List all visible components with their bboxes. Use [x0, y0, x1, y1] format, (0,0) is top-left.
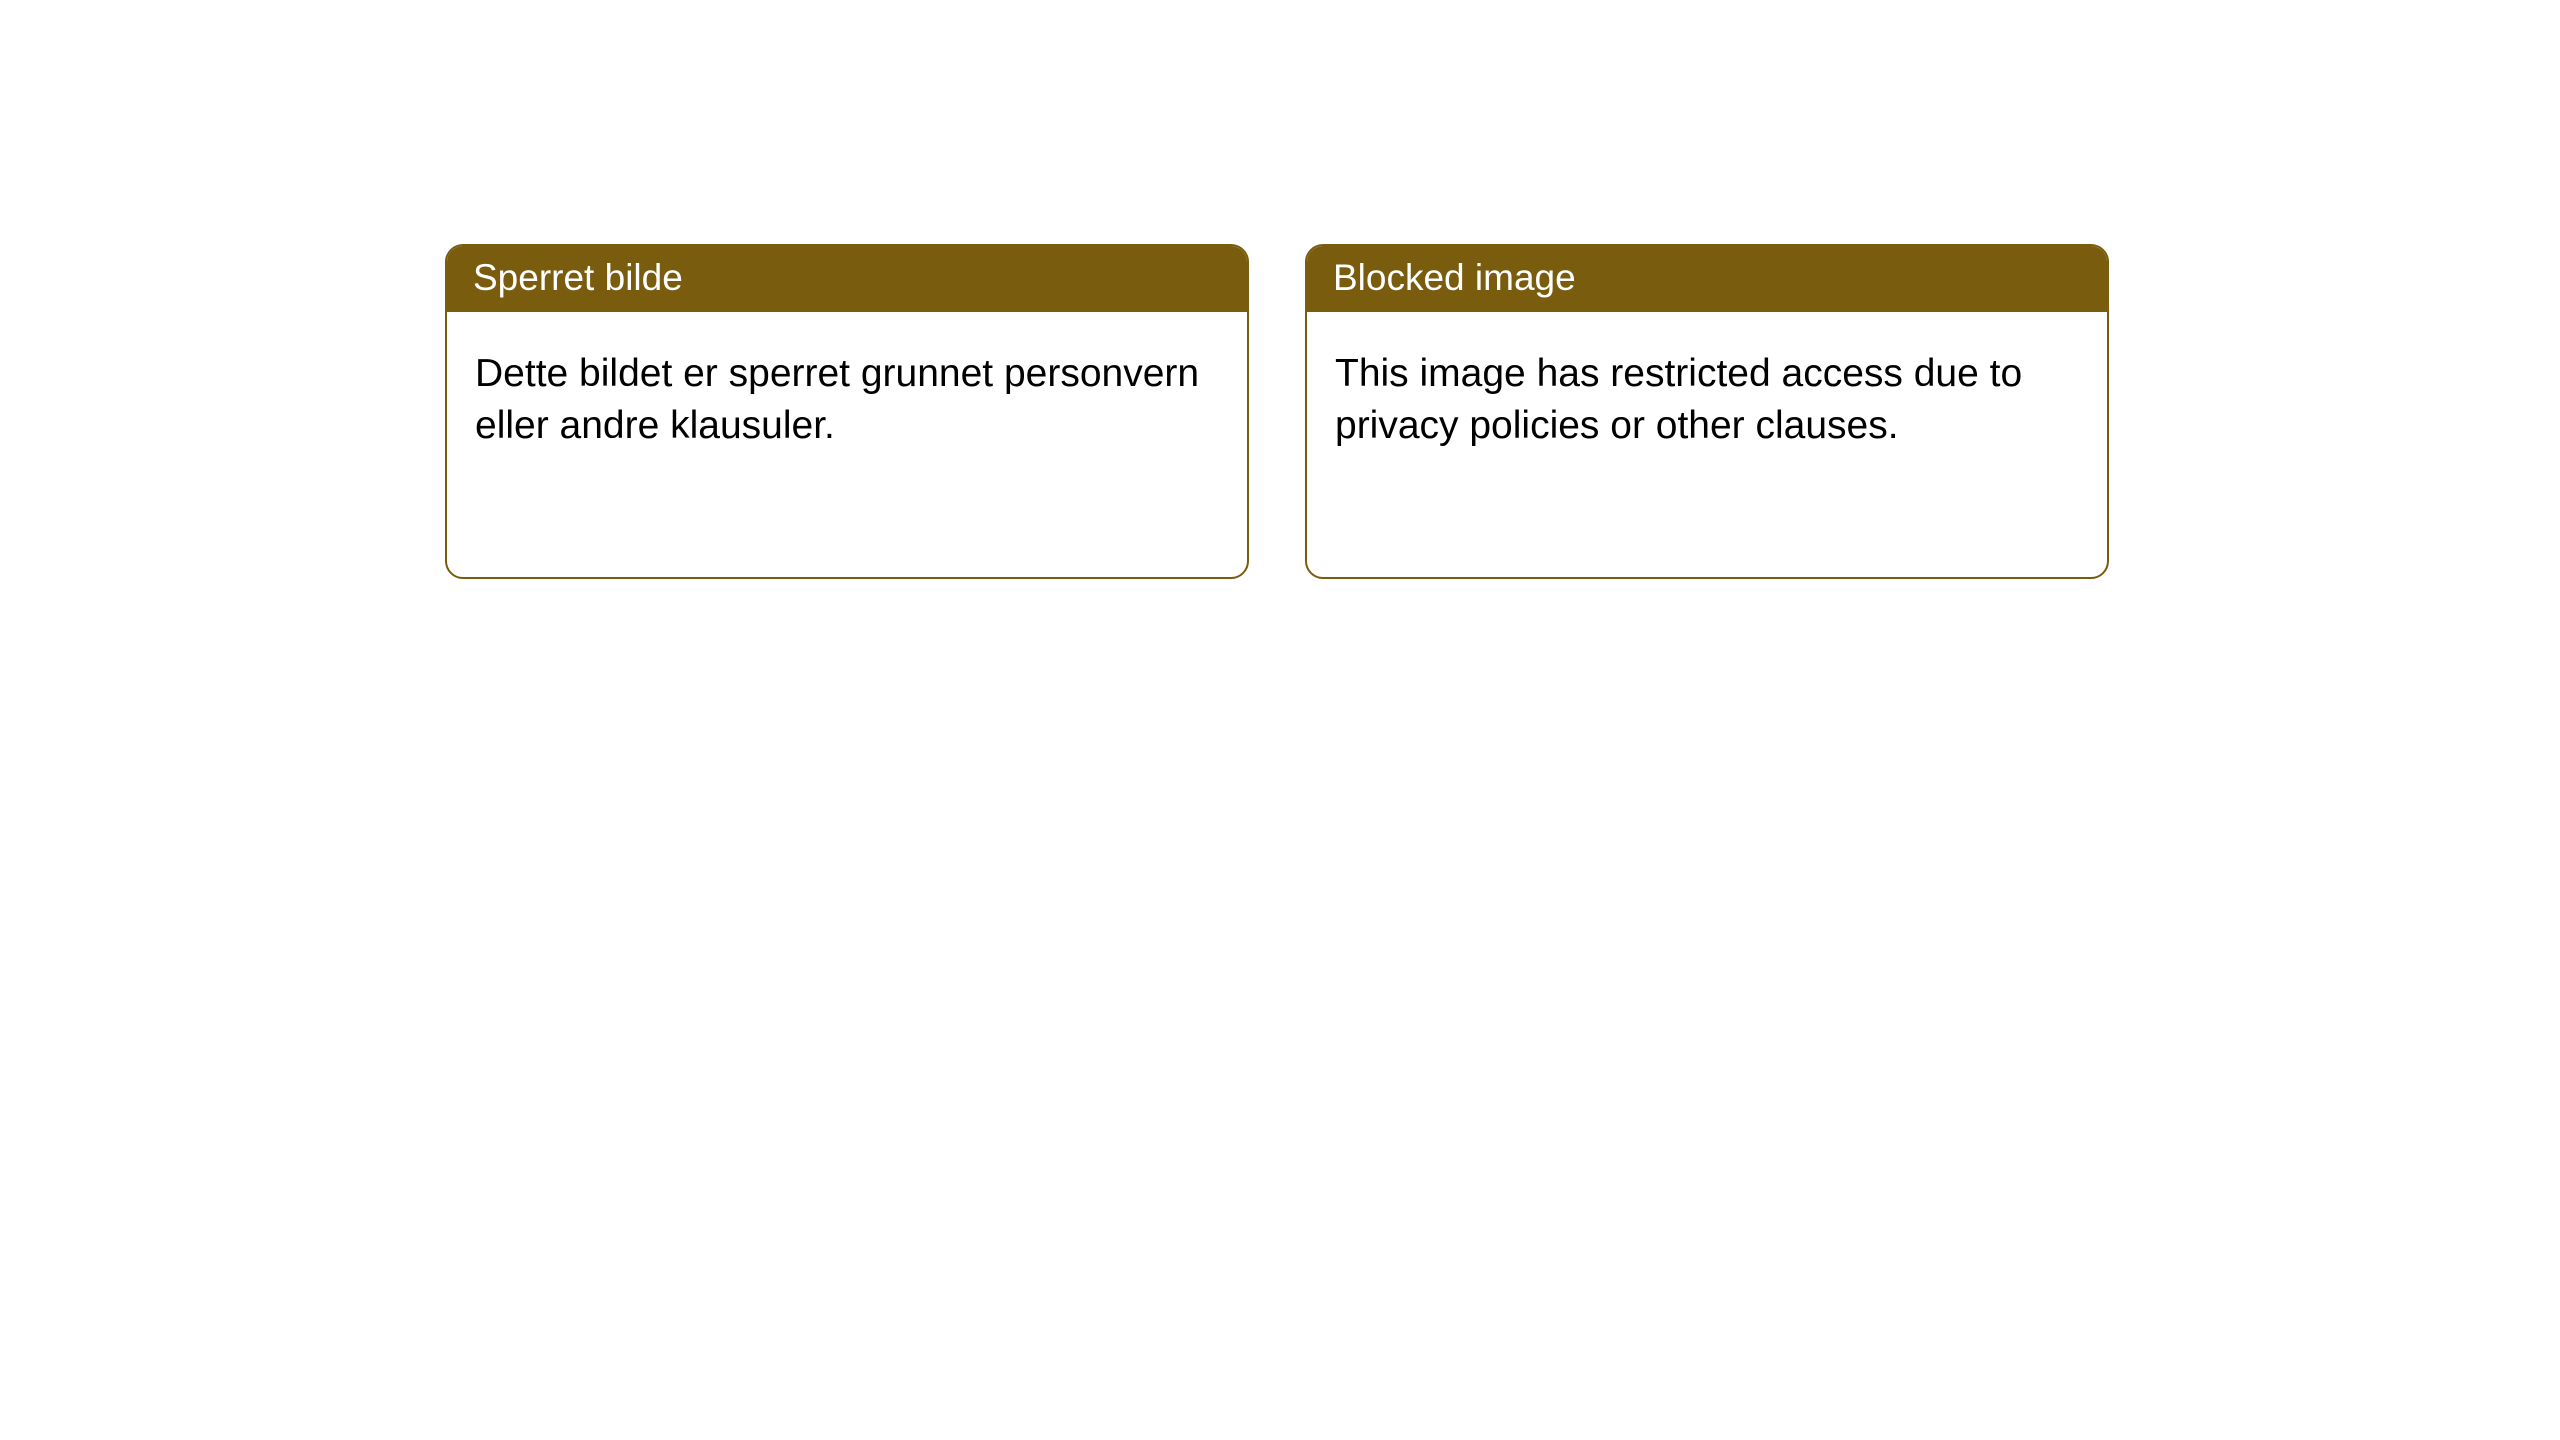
- notice-box-english: Blocked image This image has restricted …: [1305, 244, 2109, 579]
- notice-header-norwegian: Sperret bilde: [447, 246, 1247, 312]
- notice-body-english: This image has restricted access due to …: [1307, 312, 2107, 480]
- notice-body-norwegian: Dette bildet er sperret grunnet personve…: [447, 312, 1247, 480]
- notice-container: Sperret bilde Dette bildet er sperret gr…: [0, 0, 2560, 579]
- notice-header-english: Blocked image: [1307, 246, 2107, 312]
- notice-box-norwegian: Sperret bilde Dette bildet er sperret gr…: [445, 244, 1249, 579]
